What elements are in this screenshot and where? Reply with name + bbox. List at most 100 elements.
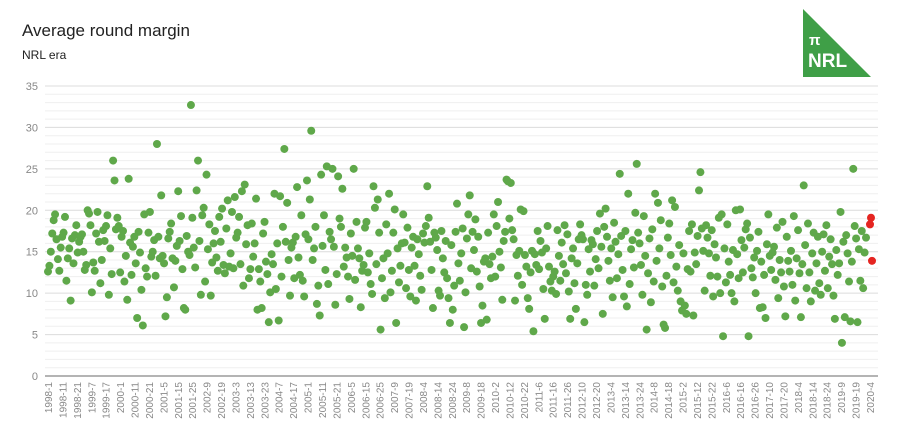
data-point <box>505 214 514 223</box>
data-point <box>191 263 200 272</box>
data-point <box>209 239 218 248</box>
data-point <box>498 295 507 304</box>
data-point <box>254 265 263 274</box>
data-point <box>621 227 630 235</box>
data-point <box>131 259 140 268</box>
data-point <box>205 220 214 229</box>
chart-subtitle: NRL era <box>22 48 67 62</box>
y-tick-label: 35 <box>26 81 38 93</box>
data-point <box>576 220 585 229</box>
data-point <box>509 235 518 244</box>
data-point <box>427 265 436 274</box>
data-point <box>192 186 201 195</box>
data-point <box>433 246 442 255</box>
data-point <box>702 221 711 230</box>
data-point <box>390 205 399 214</box>
data-point <box>329 242 338 251</box>
data-point <box>485 260 494 269</box>
data-point <box>383 249 392 258</box>
data-point <box>743 219 752 228</box>
x-tick-label: 2018-24 <box>823 382 834 419</box>
data-point <box>411 296 420 305</box>
data-point <box>492 222 501 231</box>
data-point <box>853 318 862 327</box>
data-point <box>202 170 211 179</box>
data-point <box>455 276 464 285</box>
data-point <box>811 286 820 295</box>
data-point <box>158 251 167 260</box>
data-point <box>145 207 154 216</box>
x-tick-label: 1999-7 <box>87 382 98 414</box>
x-tick-label: 2017-10 <box>765 382 776 419</box>
data-point <box>453 199 461 208</box>
data-point <box>475 282 484 291</box>
data-point <box>583 290 592 299</box>
data-point <box>90 266 99 275</box>
data-point <box>635 239 644 248</box>
x-tick-label: 2019-9 <box>837 382 848 414</box>
data-point <box>760 270 769 279</box>
data-point <box>604 256 613 265</box>
data-point <box>847 257 856 266</box>
data-point <box>321 265 330 274</box>
x-tick-label: 1998-1 <box>44 382 55 414</box>
data-point <box>581 280 590 289</box>
data-point <box>133 314 142 322</box>
data-point <box>240 180 249 189</box>
data-point <box>627 245 636 254</box>
data-point <box>661 323 670 332</box>
data-point <box>737 236 746 245</box>
data-point <box>365 249 374 258</box>
data-point <box>218 204 227 213</box>
data-point <box>167 219 176 228</box>
data-point <box>700 286 709 295</box>
data-point <box>845 277 854 286</box>
data-point <box>799 181 808 190</box>
data-point <box>501 227 510 236</box>
y-tick-label: 5 <box>32 330 38 342</box>
data-point <box>257 304 266 313</box>
x-tick-label: 2011-26 <box>563 382 574 418</box>
data-point <box>160 259 169 268</box>
data-point <box>832 246 841 255</box>
data-point <box>222 224 231 233</box>
data-point <box>612 274 621 283</box>
data-point <box>280 144 289 153</box>
data-point <box>535 265 544 274</box>
data-point <box>128 242 137 251</box>
data-point <box>550 267 559 276</box>
data-point <box>472 267 481 276</box>
data-point <box>586 267 595 276</box>
data-point <box>215 212 224 221</box>
data-point <box>484 228 493 237</box>
data-point <box>104 290 113 299</box>
data-point <box>96 279 105 288</box>
data-point <box>445 318 454 327</box>
data-point <box>852 234 861 243</box>
data-point <box>692 260 701 269</box>
x-tick-label: 2016-16 <box>736 382 747 419</box>
data-point <box>426 237 435 246</box>
x-tick-label: 2016-26 <box>751 382 762 419</box>
data-point <box>59 228 68 237</box>
data-point <box>825 252 834 261</box>
data-point <box>829 291 838 300</box>
data-point <box>249 252 258 261</box>
data-point <box>161 312 170 321</box>
data-point <box>646 298 655 307</box>
data-point <box>564 287 573 296</box>
data-point <box>519 207 528 216</box>
data-point <box>511 296 520 305</box>
data-point <box>69 259 78 268</box>
data-point <box>786 246 795 255</box>
data-point <box>256 277 265 286</box>
data-point <box>227 207 236 216</box>
data-point <box>597 242 606 251</box>
data-point <box>293 183 302 192</box>
x-tick-label: 2003-3 <box>231 382 242 414</box>
data-point <box>631 208 640 217</box>
data-point <box>135 248 144 257</box>
data-point <box>276 192 285 201</box>
data-point <box>638 290 647 299</box>
x-tick-label: 2014-18 <box>664 382 675 419</box>
